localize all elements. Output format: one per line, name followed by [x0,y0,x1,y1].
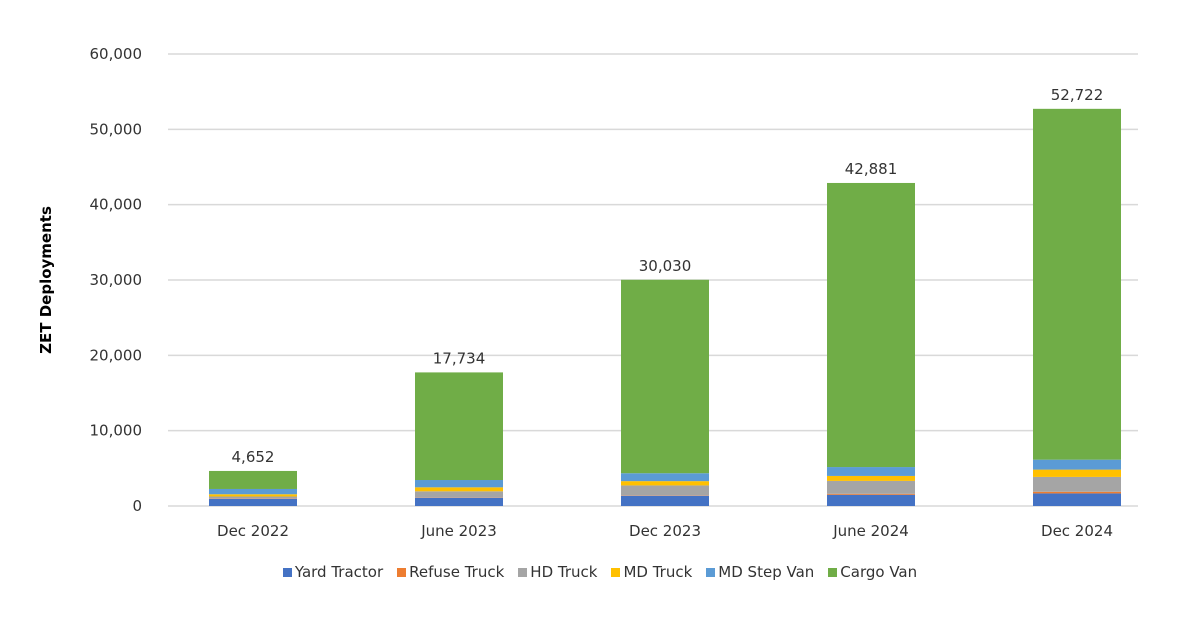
bar-segment-yard-tractor [621,495,709,506]
bar-segment-hd-truck [827,480,915,494]
bar-segment-cargo-van [827,182,915,468]
x-axis-ticks: Dec 2022 June 2023 Dec 2023 June 2024 Dec 20… [217,522,1113,540]
legend-item: MD Step Van [706,563,814,581]
legend-label: Refuse Truck [409,563,505,581]
y-axis-label: ZET Deployments [37,206,55,354]
bar-segment-cargo-van [415,372,503,481]
y-tick-label: 40,000 [90,196,143,214]
legend-item: Cargo Van [828,563,917,581]
bar-segment-yard-tractor [209,498,297,506]
total-data-label: 17,734 [433,349,486,367]
bar-segment-md-truck [209,494,297,497]
x-tick-label: Dec 2023 [629,522,701,540]
bar-segment-md-truck [621,481,709,486]
legend-swatch [282,567,292,577]
legend-swatch [828,567,838,577]
bar-segment-md-truck [1033,469,1121,477]
legend-item: MD Truck [611,563,692,581]
bar-segment-yard-tractor [827,494,915,506]
y-tick-label: 50,000 [90,120,143,138]
bar-segment-yard-tractor [1033,493,1121,506]
bar-segment-md-step-van [827,467,915,476]
legend-swatch [397,567,407,577]
bars: 4,652 17,734 30,030 42,881 52,722 [209,86,1121,506]
bar-segment-md-step-van [621,473,709,482]
total-data-label: 42,881 [845,160,898,178]
bar-segment-md-step-van [415,480,503,488]
bar-segment-md-truck [415,487,503,492]
y-tick-label: 0 [132,497,142,515]
x-tick-label: Dec 2022 [217,522,289,540]
legend-item: Yard Tractor [282,563,384,581]
bar-segment-refuse-truck [827,493,915,495]
x-tick-label: June 2023 [420,522,497,540]
bar-segment-yard-tractor [415,497,503,506]
bar-segment-md-step-van [1033,459,1121,470]
legend-swatch [518,567,528,577]
legend-label: HD Truck [530,563,598,581]
x-tick-label: Dec 2024 [1041,522,1113,540]
bar-segment-hd-truck [1033,476,1121,492]
total-data-label: 30,030 [639,257,692,275]
bar-segment-cargo-van [621,279,709,474]
y-tick-label: 60,000 [90,45,143,63]
legend-item: HD Truck [518,563,597,581]
y-tick-label: 10,000 [90,422,143,440]
legend-label: Cargo Van [840,563,918,581]
total-data-label: 4,652 [232,448,275,466]
legend-swatch [611,567,621,577]
bar-segment-cargo-van [209,470,297,489]
bar-segment-hd-truck [209,496,297,499]
bar-segment-cargo-van [1033,108,1121,460]
bar-segment-hd-truck [415,491,503,498]
stacked-bar-chart: 0 10,000 20,000 30,000 40,000 50,000 60,000 ZE… [37,45,1138,540]
legend-swatch [706,567,716,577]
y-tick-label: 30,000 [90,271,143,289]
x-tick-label: June 2024 [832,522,909,540]
bar-segment-md-step-van [209,488,297,495]
legend-label: Yard Tractor [294,563,384,581]
bar-segment-md-truck [827,475,915,481]
y-tick-label: 20,000 [90,346,143,364]
total-data-label: 52,722 [1051,86,1104,104]
legend: Yard Tractor Refuse Truck HD Truck MD Truck… [0,563,1200,581]
legend-label: MD Truck [623,563,693,581]
legend-label: MD Step Van [718,563,815,581]
legend-item: Refuse Truck [397,563,504,581]
bar-segment-hd-truck [621,485,709,496]
y-axis-ticks: 0 10,000 20,000 30,000 40,000 50,000 60,000 [90,45,143,515]
bar-segment-refuse-truck [1033,491,1121,494]
